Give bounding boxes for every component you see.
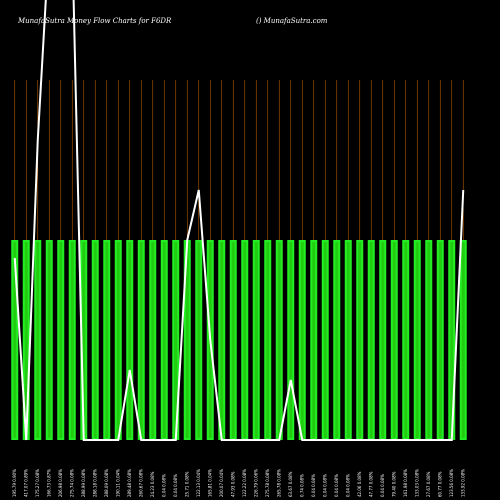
x-tick-label: 0.04 0.08% [322, 474, 327, 497]
bar-inner [266, 242, 270, 438]
bar-inner [162, 242, 166, 438]
bar-inner [381, 242, 385, 438]
bars [11, 240, 467, 440]
bar-inner [82, 242, 86, 438]
x-tick-label: 275.78 0.08% [265, 469, 270, 497]
x-tick-label: 200.07 0.04% [219, 469, 224, 497]
bar-inner [47, 242, 51, 438]
flow-line-layer [13, 0, 465, 441]
flow-line [13, 0, 465, 441]
bar-inner [369, 242, 373, 438]
x-tick-label: 190.11 0.04% [115, 469, 120, 497]
x-tick-label: 226.79 0.06% [253, 469, 258, 497]
x-tick-label: 133.92 0.08% [460, 469, 465, 497]
bar-inner [392, 242, 396, 438]
bar-inner [335, 242, 339, 438]
x-tick-label: 79.40 0.08% [391, 471, 396, 497]
x-tick-label: 63.67 0.08% [288, 471, 293, 497]
bar-inner [116, 242, 120, 438]
bar-inner [323, 242, 327, 438]
x-tick-label: 0.04 0.08% [380, 474, 385, 497]
x-tick-label: 260.67 0.08% [138, 469, 143, 497]
x-tick-label: 25.71 0.08% [184, 471, 189, 497]
bar-inner [24, 242, 28, 438]
bar-inner [220, 242, 224, 438]
x-tick-label: 288.18 0.08% [92, 469, 97, 497]
chart-title: MunafaSutra Money Flow Charts for F6DR [17, 17, 172, 25]
x-tick-label: 42.06 0.08% [357, 471, 362, 497]
bar-inner [139, 242, 143, 438]
bar-inner [461, 242, 465, 438]
bar-inner [277, 242, 281, 438]
bar-inner [36, 242, 40, 438]
x-tick-label: 161.98 0.08% [403, 469, 408, 497]
x-tick-label: 265.78 0.08% [276, 469, 281, 497]
x-tick-label: 133.03 0.08% [414, 469, 419, 497]
bar-inner [174, 242, 178, 438]
x-tick-label: 60.77 0.08% [437, 471, 442, 497]
x-tick-labels: 195.79 0.90% 417.07 0.89% 175.27 0.08% 166.… [12, 469, 466, 497]
x-tick-label: 166.73 0.87% [46, 469, 51, 497]
x-tick-label: 288.99 0.08% [81, 469, 86, 497]
x-tick-label: 289.48 0.08% [127, 469, 132, 497]
bar-inner [185, 242, 189, 438]
bar-inner [312, 242, 316, 438]
x-tick-label: 0.74 0.08% [299, 474, 304, 497]
x-tick-label: 0.04 0.08% [173, 474, 178, 497]
x-tick-label: 24.23 0.08% [150, 471, 155, 497]
x-tick-label: 0.04 0.08% [345, 474, 350, 497]
x-tick-label: 27.67 0.08% [426, 471, 431, 497]
bar-inner [300, 242, 304, 438]
x-tick-label: 275.74 0.08% [69, 469, 74, 497]
bar-inner [13, 242, 17, 438]
x-tick-label: 417.07 0.89% [23, 469, 28, 497]
watermark: () MunafaSutra.com [256, 17, 328, 25]
bar-inner [93, 242, 97, 438]
bar-inner [59, 242, 63, 438]
x-tick-label: 123.56 0.08% [449, 469, 454, 497]
bar-inner [231, 242, 235, 438]
bar-inner [197, 242, 201, 438]
x-tick-label: 0.04 0.08% [311, 474, 316, 497]
bar-inner [105, 242, 109, 438]
bar-inner [404, 242, 408, 438]
bar-inner [151, 242, 155, 438]
bar-inner [346, 242, 350, 438]
x-tick-label: 0.04 0.08% [161, 474, 166, 497]
bar-inner [70, 242, 74, 438]
x-tick-label: 0.04 0.08% [334, 474, 339, 497]
bar-inner [450, 242, 454, 438]
bar-inner [438, 242, 442, 438]
bar-inner [415, 242, 419, 438]
x-tick-label: 47.77 0.08% [368, 471, 373, 497]
bar-inner [254, 242, 258, 438]
x-tick-label: 122.13 0.04% [196, 469, 201, 497]
x-tick-label: 288.09 0.08% [104, 469, 109, 497]
x-tick-label: 175.27 0.08% [35, 469, 40, 497]
x-tick-label: 47.93 0.08% [230, 471, 235, 497]
x-tick-label: 206.98 0.08% [58, 469, 63, 497]
bar-inner [358, 242, 362, 438]
bar-inner [289, 242, 293, 438]
x-tick-label: 165.81 0.04% [207, 469, 212, 497]
x-tick-label: 195.79 0.90% [12, 469, 17, 497]
x-tick-label: 122.22 0.08% [242, 469, 247, 497]
bar-inner [427, 242, 431, 438]
bar-inner [128, 242, 132, 438]
bar-inner [243, 242, 247, 438]
